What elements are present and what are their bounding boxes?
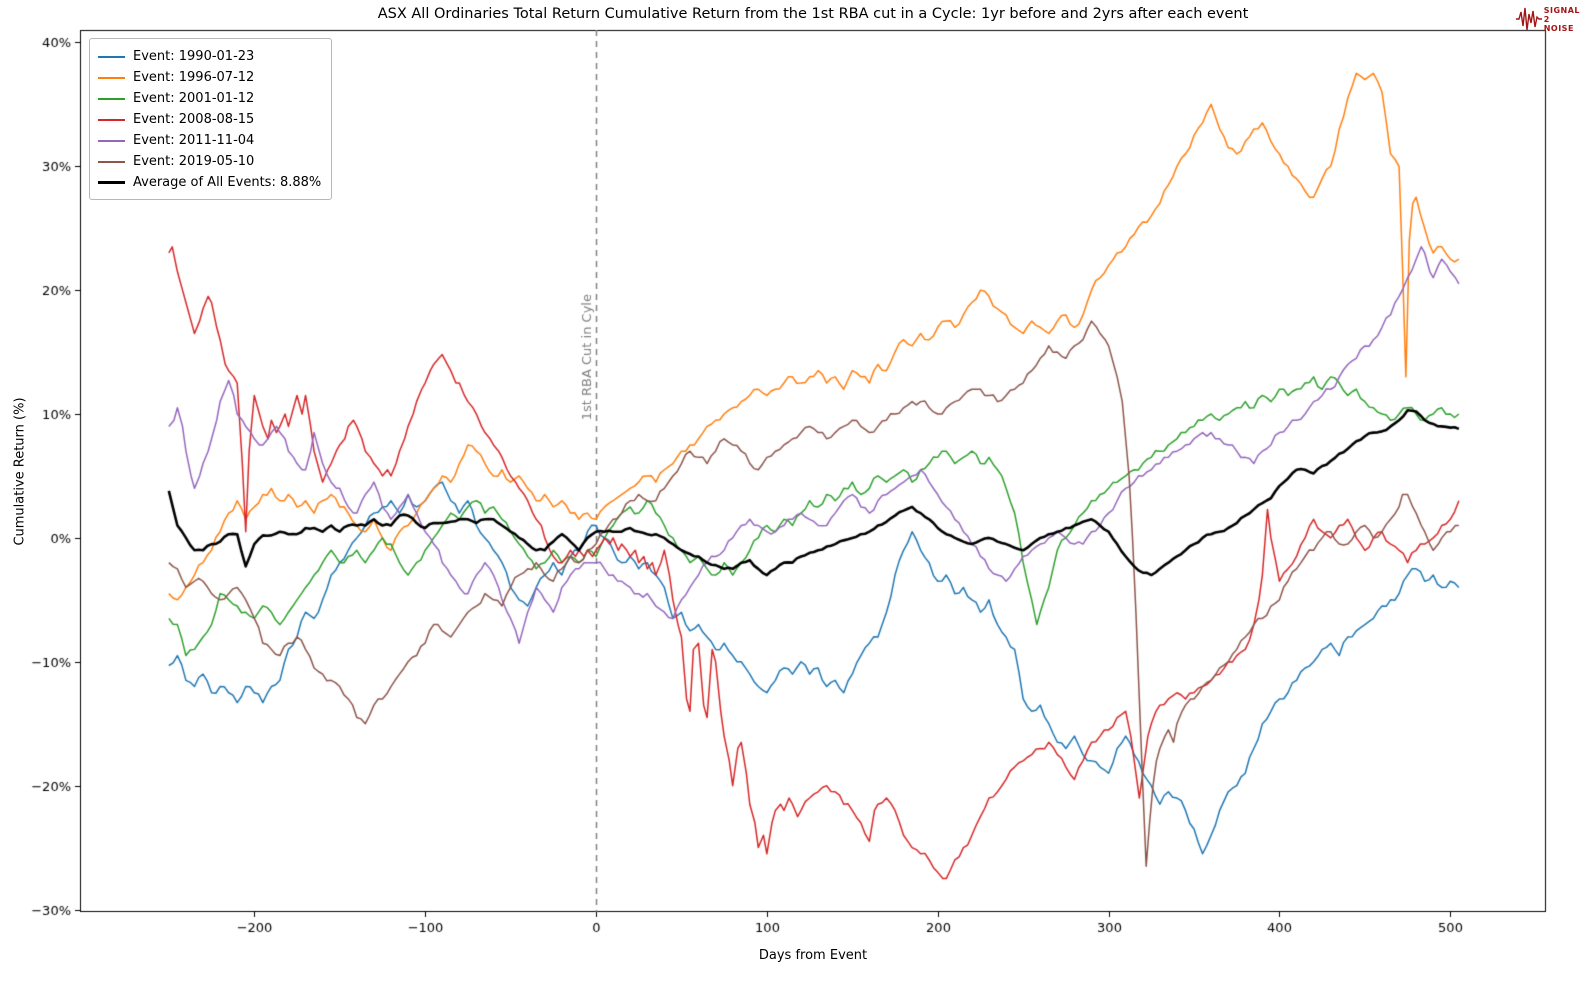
legend-item: Event: 2001-01-12 (98, 88, 321, 109)
legend-item: Event: 2019-05-10 (98, 151, 321, 172)
logo-text: SIGNAL 2 NOISE (1544, 6, 1580, 33)
legend-label: Average of All Events: 8.88% (133, 175, 322, 190)
legend-label: Event: 2011-11-04 (133, 133, 255, 148)
legend-item: Event: 1990-01-23 (98, 46, 321, 67)
legend-item: Average of All Events: 8.88% (98, 172, 321, 193)
legend-item: Event: 2008-08-15 (98, 109, 321, 130)
legend-label: Event: 2019-05-10 (133, 154, 255, 169)
legend-label: Event: 1990-01-23 (133, 49, 255, 64)
legend-line-swatch (98, 181, 125, 184)
legend-line-swatch (98, 160, 125, 163)
legend-line-swatch (98, 97, 125, 100)
legend-line-swatch (98, 139, 125, 142)
chart-title: ASX All Ordinaries Total Return Cumulati… (377, 6, 1249, 22)
logo-text-line3: NOISE (1543, 23, 1574, 33)
y-axis-label: Cumulative Return (%) (12, 397, 28, 546)
signal2noise-logo: SIGNAL 2 NOISE (1515, 4, 1580, 34)
logo-text-line1: SIGNAL (1543, 5, 1580, 15)
legend-line-swatch (98, 76, 125, 79)
legend-line-swatch (98, 118, 125, 121)
legend-label: Event: 2008-08-15 (133, 112, 255, 127)
legend-line-swatch (98, 55, 125, 58)
legend: Event: 1990-01-23 Event: 1996-07-12 Event:… (89, 38, 333, 200)
legend-item: Event: 2011-11-04 (98, 130, 321, 151)
legend-label: Event: 2001-01-12 (133, 91, 255, 106)
x-axis-label: Days from Event (758, 948, 868, 963)
legend-label: Event: 1996-07-12 (133, 70, 255, 85)
waveform-icon (1515, 7, 1542, 31)
logo-text-line2: 2 (1543, 14, 1550, 24)
legend-item: Event: 1996-07-12 (98, 67, 321, 88)
